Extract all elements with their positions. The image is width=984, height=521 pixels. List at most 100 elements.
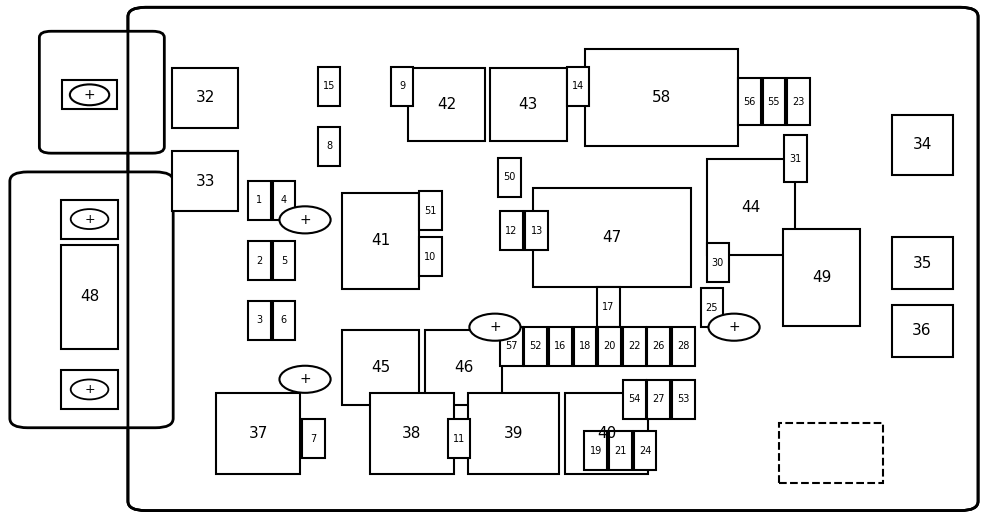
Bar — [141, 181, 153, 418]
Bar — [273, 241, 295, 280]
Text: 17: 17 — [602, 302, 615, 312]
Circle shape — [279, 206, 331, 233]
Bar — [584, 431, 607, 470]
Text: 54: 54 — [628, 394, 641, 404]
Text: 58: 58 — [652, 90, 671, 105]
Bar — [892, 237, 953, 289]
Bar — [408, 68, 485, 141]
Bar — [647, 380, 670, 419]
Bar — [623, 380, 646, 419]
Bar — [623, 327, 646, 366]
Text: 47: 47 — [602, 230, 622, 244]
Text: 39: 39 — [504, 426, 523, 441]
Text: 41: 41 — [371, 233, 391, 249]
Text: 21: 21 — [614, 446, 627, 456]
Text: 25: 25 — [706, 303, 718, 313]
Text: 50: 50 — [503, 172, 516, 182]
Text: 31: 31 — [789, 154, 802, 164]
Text: 19: 19 — [589, 446, 602, 456]
Text: 4: 4 — [280, 195, 287, 205]
Text: 49: 49 — [812, 270, 831, 285]
Bar — [763, 78, 785, 125]
Bar — [172, 151, 238, 211]
Bar — [892, 115, 953, 175]
Text: 52: 52 — [529, 341, 542, 351]
Bar — [61, 370, 118, 409]
Bar — [707, 243, 729, 282]
Text: +: + — [299, 213, 311, 227]
Bar — [672, 327, 695, 366]
Text: 24: 24 — [639, 446, 651, 456]
Circle shape — [469, 314, 521, 341]
Bar — [419, 191, 442, 230]
Bar — [524, 327, 547, 366]
Bar — [533, 188, 691, 287]
Circle shape — [70, 84, 109, 105]
Text: 14: 14 — [572, 81, 584, 91]
Text: 38: 38 — [402, 426, 421, 441]
Text: 56: 56 — [743, 96, 756, 107]
Text: +: + — [728, 320, 740, 334]
Bar — [63, 80, 116, 109]
Text: 23: 23 — [792, 96, 805, 107]
Bar — [574, 327, 596, 366]
Text: 26: 26 — [652, 341, 665, 351]
Text: 30: 30 — [711, 258, 724, 268]
Text: 1: 1 — [256, 195, 263, 205]
Circle shape — [279, 366, 331, 393]
Text: 36: 36 — [912, 324, 932, 338]
FancyBboxPatch shape — [10, 172, 173, 428]
Bar — [248, 181, 271, 220]
Bar — [273, 301, 295, 340]
Bar — [342, 193, 419, 289]
Text: 9: 9 — [399, 81, 405, 91]
Text: 28: 28 — [677, 341, 690, 351]
Bar — [273, 181, 295, 220]
Bar — [172, 68, 238, 128]
Bar — [609, 431, 632, 470]
Text: 2: 2 — [256, 256, 263, 266]
Bar — [490, 68, 567, 141]
Bar — [419, 237, 442, 276]
Text: +: + — [85, 383, 94, 396]
Bar — [525, 211, 548, 250]
Bar — [597, 287, 620, 327]
Bar — [567, 67, 589, 106]
Text: 5: 5 — [280, 256, 287, 266]
Bar — [549, 327, 572, 366]
Text: 10: 10 — [424, 252, 437, 262]
Text: +: + — [85, 213, 94, 226]
FancyBboxPatch shape — [128, 7, 978, 511]
Bar — [391, 67, 413, 106]
Bar — [61, 200, 118, 239]
Bar — [318, 127, 340, 166]
Bar — [248, 301, 271, 340]
Bar — [302, 419, 325, 458]
Bar — [707, 159, 795, 255]
Text: 34: 34 — [912, 137, 932, 152]
Bar — [787, 78, 810, 125]
Text: 48: 48 — [80, 290, 99, 304]
Circle shape — [708, 314, 760, 341]
Bar — [318, 67, 340, 106]
FancyBboxPatch shape — [39, 31, 164, 153]
Bar — [598, 327, 621, 366]
Text: 16: 16 — [554, 341, 567, 351]
Bar — [248, 241, 271, 280]
Bar — [565, 393, 648, 474]
Text: 51: 51 — [424, 206, 437, 216]
Bar — [61, 245, 118, 349]
Text: +: + — [84, 88, 95, 102]
Text: 27: 27 — [652, 394, 665, 404]
Text: 42: 42 — [437, 97, 457, 111]
Text: 12: 12 — [505, 226, 518, 235]
Text: 8: 8 — [326, 141, 333, 151]
Text: 33: 33 — [196, 173, 215, 189]
Bar — [370, 393, 454, 474]
Bar — [500, 211, 523, 250]
Bar — [738, 78, 761, 125]
Text: 11: 11 — [453, 434, 465, 444]
Bar — [585, 49, 738, 146]
Text: 3: 3 — [256, 315, 263, 325]
Text: 43: 43 — [519, 97, 538, 111]
